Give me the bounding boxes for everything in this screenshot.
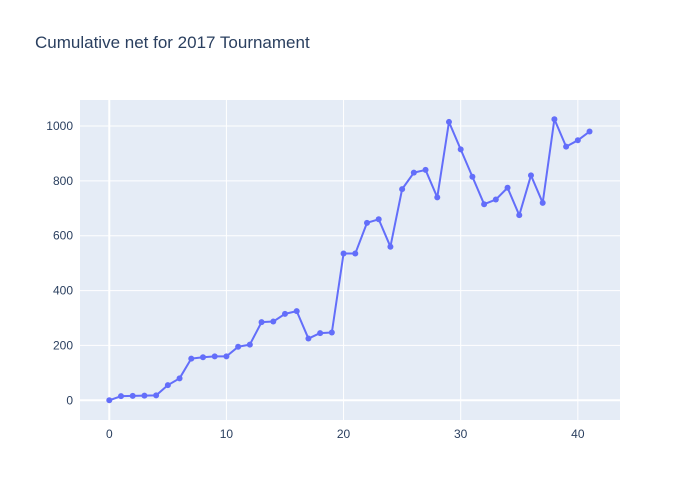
data-point [434,194,441,201]
y-tick-label: 1000 [46,119,73,133]
data-point [317,330,324,337]
data-point [223,353,230,360]
data-point [363,219,370,226]
y-tick-label: 600 [53,229,73,243]
data-point [141,392,148,399]
data-point [504,184,511,191]
data-point [445,118,452,125]
x-tick-label: 40 [571,427,585,441]
data-point [586,128,593,135]
data-point [551,116,558,123]
data-point [563,143,570,150]
data-point [199,354,206,361]
y-tick-label: 400 [53,284,73,298]
data-point [117,393,124,400]
data-point [176,375,183,382]
data-point [129,392,136,399]
data-point [340,250,347,257]
x-tick-label: 0 [106,427,113,441]
data-point [352,250,359,257]
grid-layer [80,100,620,420]
data-point [481,201,488,208]
data-point [387,243,394,250]
y-tick-label: 800 [53,174,73,188]
data-point [469,173,476,180]
data-point [410,169,417,176]
data-point [235,343,242,350]
data-point [422,166,429,173]
data-point [539,199,546,206]
data-point [399,186,406,193]
data-point [211,353,218,360]
y-tick-label: 200 [53,338,73,352]
data-point [457,146,464,153]
data-point [574,137,581,144]
data-point [527,172,534,179]
x-tick-label: 30 [454,427,468,441]
x-tick-label: 10 [220,427,234,441]
data-point [258,319,265,326]
data-point [246,341,253,348]
data-point [516,212,523,219]
series-layer [106,116,593,404]
data-point [270,318,277,325]
data-point [153,392,160,399]
data-point [375,216,382,223]
data-point [164,382,171,389]
data-point [492,196,499,203]
data-point [293,308,300,315]
plot-area [80,100,620,420]
data-point [106,397,113,404]
y-tick-label: 0 [66,393,73,407]
x-tick-label: 20 [337,427,351,441]
data-point [305,335,312,342]
data-point [188,355,195,362]
series-line [108,118,591,402]
data-point [328,329,335,336]
chart-title: Cumulative net for 2017 Tournament [35,33,310,52]
data-point [281,310,288,317]
